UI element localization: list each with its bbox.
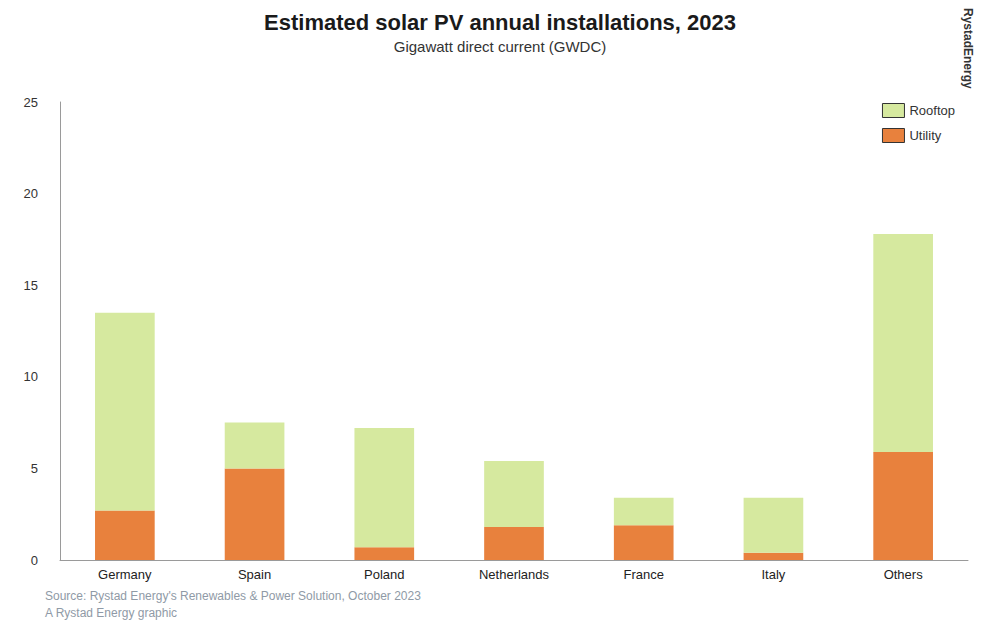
svg-text:Netherlands: Netherlands (479, 567, 550, 582)
svg-text:RystadEnergy: RystadEnergy (961, 8, 975, 89)
svg-text:20: 20 (24, 186, 38, 201)
svg-text:Rooftop: Rooftop (909, 103, 955, 118)
svg-text:Germany: Germany (98, 567, 152, 582)
svg-text:A Rystad Energy graphic: A Rystad Energy graphic (45, 606, 177, 620)
svg-text:Gigawatt direct current (GWDC): Gigawatt direct current (GWDC) (394, 38, 607, 55)
svg-text:Italy: Italy (762, 567, 786, 582)
svg-text:10: 10 (24, 369, 38, 384)
svg-text:France: France (623, 567, 663, 582)
svg-text:Poland: Poland (364, 567, 404, 582)
svg-text:Source: Rystad Energy's Renewa: Source: Rystad Energy's Renewables & Pow… (45, 589, 421, 603)
svg-text:25: 25 (24, 95, 38, 110)
svg-text:Utility: Utility (909, 128, 941, 143)
svg-text:15: 15 (24, 278, 38, 293)
svg-text:Estimated solar PV annual inst: Estimated solar PV annual installations,… (264, 10, 736, 35)
svg-text:Spain: Spain (238, 567, 271, 582)
svg-text:0: 0 (31, 553, 38, 568)
svg-text:5: 5 (31, 461, 38, 476)
svg-text:Others: Others (884, 567, 924, 582)
